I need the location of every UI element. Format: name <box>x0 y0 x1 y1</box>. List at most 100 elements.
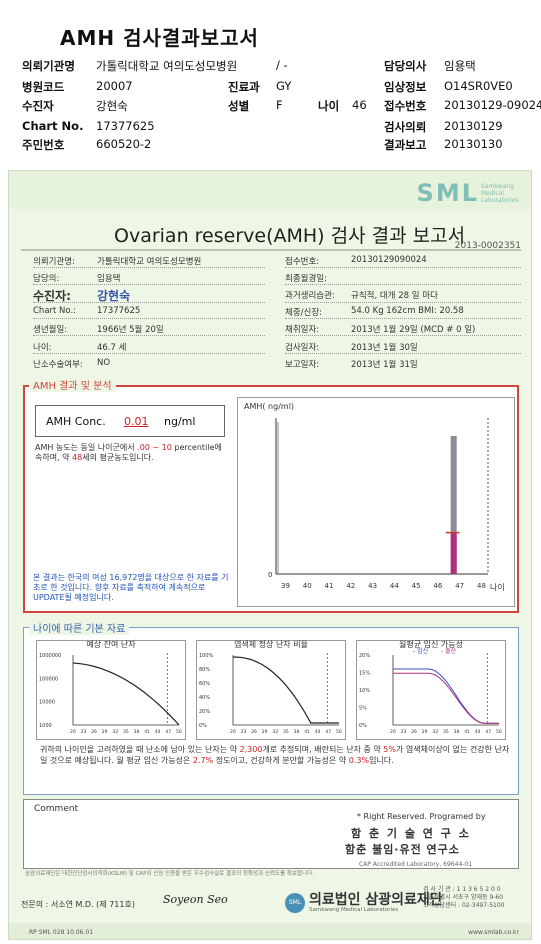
info-divider <box>33 353 265 354</box>
pregnancy-title: 월평균 임신 가능성 <box>399 640 463 649</box>
info-value-collect-date: 2013년 1월 29일 (MCD # 0 일) <box>351 325 476 335</box>
info-label-birth: 생년월일: <box>33 325 68 335</box>
amh-x-axis-label: 나이 <box>490 582 505 592</box>
report-number: 2013-0002351 <box>454 241 521 251</box>
info-divider <box>285 302 521 303</box>
amh-x-tick-label: 40 <box>303 582 312 590</box>
header-value-doctor: 임용택 <box>444 59 476 73</box>
header-label-doctor: 담당의사 <box>384 59 427 73</box>
amh-note-age: 48 <box>72 453 83 462</box>
remaining-eggs-x-tick-label: 38 <box>134 729 140 735</box>
info-label-collect-date: 채취일자: <box>285 325 320 335</box>
age-note-b: 개로 추정되며, 배란되는 난자 중 약 <box>262 745 381 754</box>
info-label-cycle: 과거생리습관: <box>285 291 335 301</box>
sheet-bottom-band: RP SML 028 10.06.01 www.smlab.co.kr <box>9 923 531 939</box>
info-label-chart-no: Chart No.: <box>33 306 77 316</box>
age-note-e: 입니다. <box>369 756 394 765</box>
header-value-institution: 가톨릭대학교 여의도성모병원 <box>96 59 238 73</box>
amh-x-tick-label: 47 <box>455 582 464 590</box>
normal-eggs-x-tick-label: 38 <box>294 729 300 735</box>
header-label-rrn: 주민번호 <box>22 138 65 152</box>
normal-eggs-y-tick-label: 20% <box>199 709 210 715</box>
amh-chart-ylabel: AMH( ng/ml) <box>244 402 295 411</box>
amh-conc-value: 0.01 <box>124 415 149 428</box>
amh-conc-label: AMH Conc. <box>46 415 106 428</box>
foundation-address-3: 고객상담센터 : 02-3497-5100 <box>423 902 505 909</box>
normal-eggs-line <box>232 656 339 724</box>
amh-note-b: percentile에 속하며, 약 <box>35 443 222 462</box>
pregnancy-y-tick-label: 20% <box>359 653 370 659</box>
header-value-reception-no: 20130129-09024 <box>444 98 541 112</box>
remaining-eggs-y-tick-label: 1000 <box>39 723 52 729</box>
pregnancy-y-tick-label: 10% <box>359 688 370 694</box>
info-divider <box>285 318 521 319</box>
header-label-dept: 진료과 <box>228 80 260 94</box>
amh-x-tick-label: 42 <box>346 582 355 590</box>
normal-eggs-y-tick-label: 100% <box>199 653 214 659</box>
info-value-report-date: 2013년 1월 31일 <box>351 360 418 370</box>
pregnancy-y-tick-label: 0% <box>359 723 367 729</box>
amh-x-tick-label: 46 <box>433 582 442 590</box>
normal-eggs-chart: 염색체 정상 난자 비율 100% 80% 60% 40% 20% 0% 20 23 26 29 3… <box>196 640 346 740</box>
header-value-rrn: 660520-2 <box>96 137 152 151</box>
header-value-clinical-info: O14SR0VE0 <box>444 79 513 93</box>
program-lab-1: 함 춘 기 술 연 구 소 <box>351 827 471 840</box>
pregnancy-x-tick-label: 29 <box>422 729 428 735</box>
info-divider <box>33 284 265 285</box>
remaining-eggs-x-tick-label: 44 <box>155 729 161 735</box>
remaining-eggs-x-tick-label: 29 <box>102 729 108 735</box>
comment-box: Comment <box>23 799 519 869</box>
header-value-result-report: 20130130 <box>444 137 503 151</box>
amh-x-tick-label: 44 <box>390 582 399 590</box>
header-label-institution: 의뢰기관명 <box>22 59 75 73</box>
normal-eggs-x-tick-label: 32 <box>272 729 278 735</box>
normal-eggs-x-tick-label: 20 <box>230 729 236 735</box>
amh-x-tick-label: 45 <box>412 582 421 590</box>
pregnancy-legend-b: - 출산 <box>441 647 457 655</box>
normal-eggs-x-tick-label: 47 <box>325 729 331 735</box>
info-value-cycle: 규칙적, 대개 28 일 마다 <box>351 291 438 301</box>
remaining-eggs-svg: 1000000 100000 10000 1000 20 23 26 29 32 35 38 41 44… <box>39 653 182 735</box>
foundation-logo-icon: SML <box>285 893 305 913</box>
header-label-test-request: 검사의뢰 <box>384 120 427 134</box>
info-label-last-period: 최종월경일: <box>285 274 327 284</box>
amh-y-tick-label: 0 <box>268 571 272 579</box>
amh-x-tick-label: 41 <box>325 582 334 590</box>
header-value-hospital-code: 20007 <box>96 79 133 93</box>
amh-x-tick-label: 39 <box>281 582 290 590</box>
age-note-c: 가 염색체이상이 없는 건강한 난자일 것으로 예상됩니다. 월 평균 임신 가… <box>40 745 510 765</box>
remaining-eggs-x-tick-label: 23 <box>81 729 87 735</box>
header-label-clinical-info: 임상정보 <box>384 80 427 94</box>
foundation-name: 의료법인 삼광의료재단 <box>309 892 443 908</box>
pregnancy-chart: 월평균 임신 가능성 20% 15% 10% 5% 0% 20 23 26 29 32 35 38 41… <box>356 640 506 740</box>
info-value-weight-height: 54.0 Kg 162cm BMI: 20.58 <box>351 306 464 316</box>
pregnancy-x-tick-label: 47 <box>485 729 491 735</box>
age-section-label: 나이에 따른 기본 자료 <box>29 620 130 635</box>
amh-conc-unit: ng/ml <box>164 415 196 428</box>
normal-eggs-x-tick-label: 35 <box>283 729 289 735</box>
remaining-eggs-x-tick-label: 50 <box>176 729 182 735</box>
title-divider <box>21 249 521 251</box>
info-label-age: 나이: <box>33 343 52 353</box>
remaining-eggs-x-tick-label: 32 <box>112 729 118 735</box>
normal-eggs-x-tick-label: 41 <box>304 729 310 735</box>
info-label-ovary-surgery: 난소수술여부: <box>33 360 83 370</box>
info-divider <box>33 335 265 336</box>
remaining-eggs-line <box>72 662 180 726</box>
foundation-english-name: Samkwang Medical Laboratories <box>309 907 399 913</box>
remaining-eggs-y-tick-label: 100000 <box>39 676 58 682</box>
normal-eggs-x-tick-label: 44 <box>315 729 321 735</box>
pregnancy-x-tick-label: 50 <box>496 729 502 735</box>
pregnancy-x-tick-label: 35 <box>443 729 449 735</box>
header-label-reception-no: 접수번호 <box>384 99 427 113</box>
remaining-eggs-title: 예상 잔여 난자 <box>86 640 136 649</box>
info-value-doctor: 임용택 <box>97 274 121 284</box>
info-label-doctor: 담당의: <box>33 274 60 284</box>
normal-eggs-x-tick-label: 23 <box>241 729 247 735</box>
normal-eggs-y-tick-label: 0% <box>199 723 207 729</box>
normal-eggs-x-tick-label: 26 <box>251 729 257 735</box>
remaining-eggs-x-tick-label: 20 <box>70 729 76 735</box>
remaining-eggs-x-tick-label: 35 <box>123 729 129 735</box>
normal-eggs-x-tick-label: 29 <box>262 729 268 735</box>
header-value-chart-no: 17377625 <box>96 119 155 133</box>
